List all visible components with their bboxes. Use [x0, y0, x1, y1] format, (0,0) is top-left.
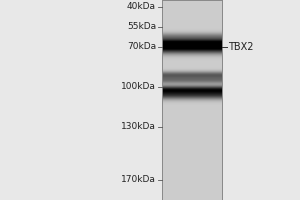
Text: TBX2: TBX2 [228, 42, 254, 52]
Text: 40kDa: 40kDa [127, 2, 156, 11]
Text: 170kDa: 170kDa [121, 176, 156, 184]
Text: 130kDa: 130kDa [121, 122, 156, 131]
Text: 100kDa: 100kDa [121, 82, 156, 91]
Text: 55kDa: 55kDa [127, 22, 156, 31]
Text: 70kDa: 70kDa [127, 42, 156, 51]
